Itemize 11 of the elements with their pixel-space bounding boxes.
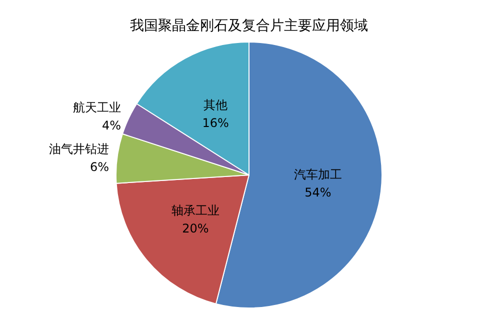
slice-label: 航天工业 — [73, 100, 122, 115]
data-label: 4% — [102, 118, 122, 133]
slice-label: 汽车加工 — [294, 168, 342, 182]
data-label: 20% — [182, 221, 209, 236]
slice-label: 油气井钻进 — [49, 142, 110, 156]
chart-title: 我国聚晶金刚石及复合片主要应用领域 — [130, 18, 368, 34]
data-label: 54% — [304, 186, 332, 200]
slice-label: 其他 — [204, 98, 228, 112]
data-label: 16% — [202, 116, 229, 130]
data-label: 6% — [90, 160, 110, 174]
slice-label: 轴承工业 — [171, 203, 220, 218]
